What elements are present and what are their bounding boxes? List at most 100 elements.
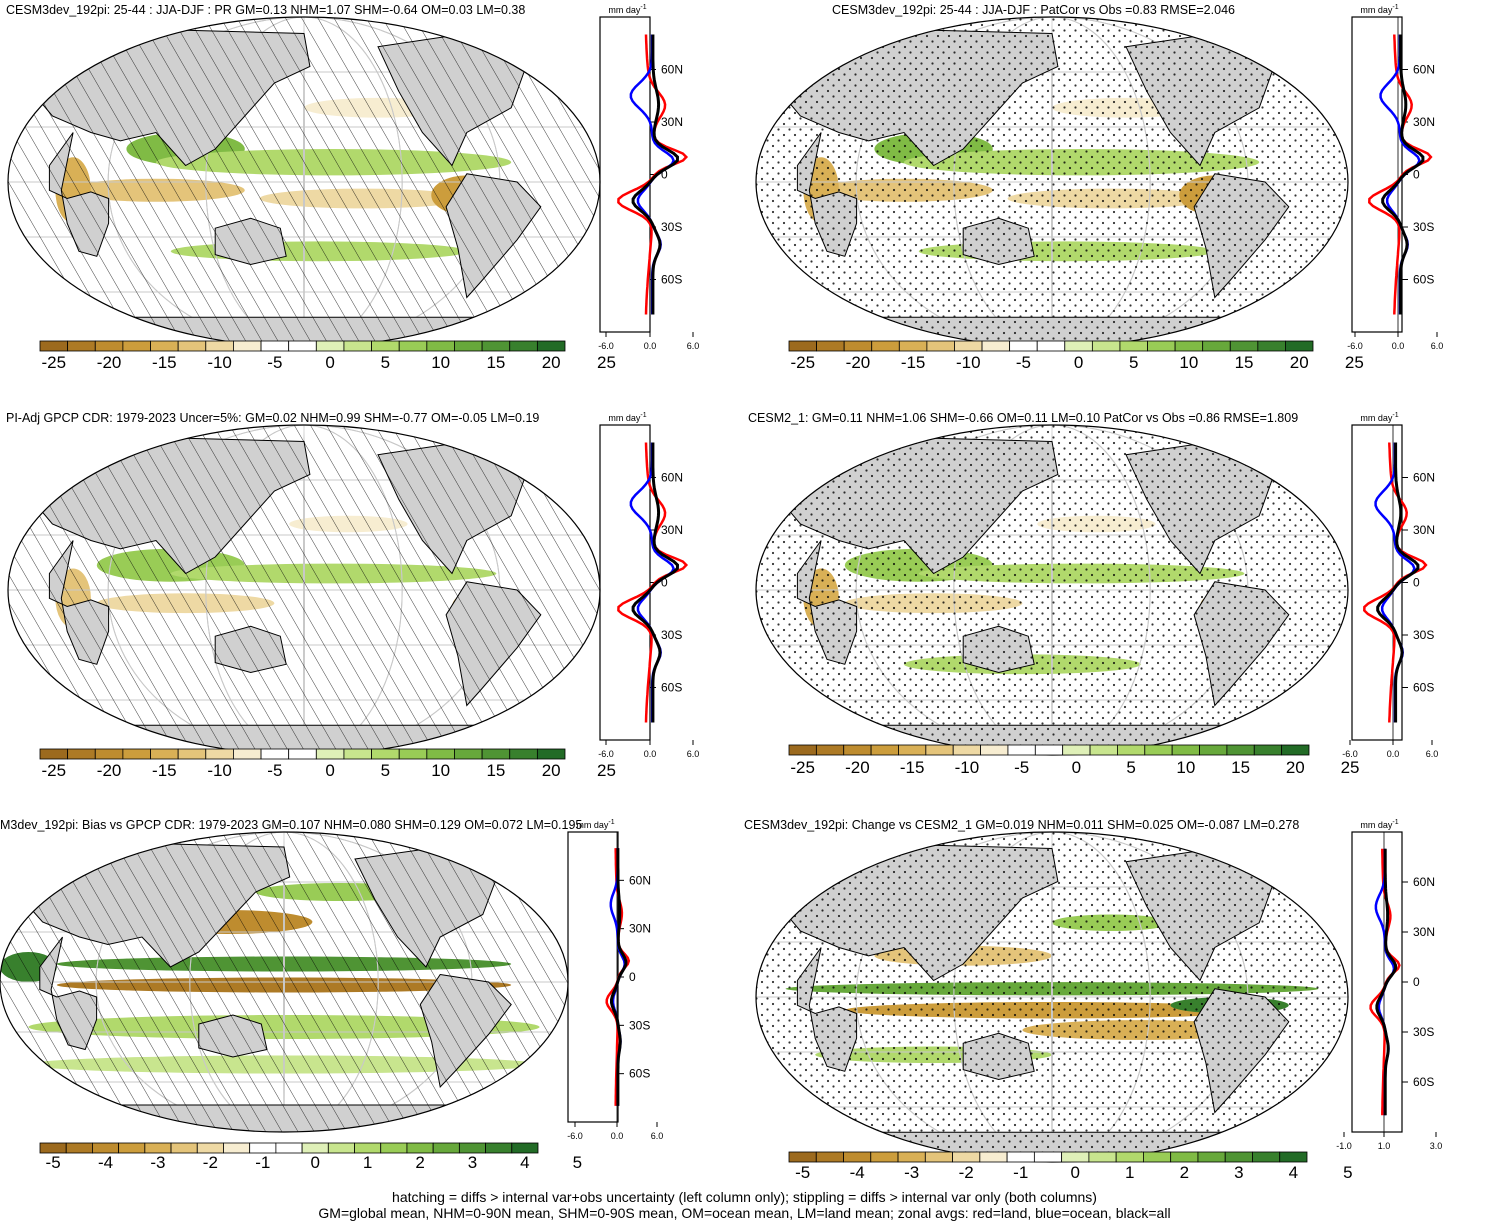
latitude-label: 60N — [1413, 471, 1435, 485]
latitude-label: 30S — [661, 220, 682, 234]
land-mass — [796, 947, 858, 1072]
colorbar-swatch — [398, 340, 428, 352]
panel-title: M3dev_192pi: Bias vs GPCP CDR: 1979-2023… — [0, 818, 583, 832]
land-mass — [96, 724, 512, 755]
zonal-x-tick-label: 0.0 — [644, 749, 657, 759]
colorbar-swatch — [1034, 744, 1064, 756]
colorbar-label: 10 — [1176, 758, 1195, 777]
stipple-overlay — [756, 425, 1348, 755]
colorbar-swatch — [1199, 744, 1228, 756]
colorbar-swatch — [1170, 1151, 1199, 1163]
precip-anomaly-area — [918, 563, 1245, 584]
zonal-unit-label: mm day-1 — [1360, 819, 1398, 830]
colorbar-swatch — [870, 744, 899, 756]
colorbar-swatch — [926, 340, 955, 352]
colorbar-swatch — [979, 1151, 1008, 1163]
land-mass — [1193, 581, 1290, 707]
latitude-label: 30S — [661, 628, 682, 642]
colorbar-swatch — [301, 1142, 329, 1154]
colorbar-swatch — [870, 1151, 899, 1163]
all-zonal-line — [610, 848, 628, 1106]
precip-anomaly-area — [803, 568, 839, 628]
colorbar-swatch — [398, 748, 428, 760]
colorbar-label: -2 — [959, 1163, 974, 1182]
colorbar-swatch — [843, 1151, 872, 1163]
colorbar-label: 20 — [1286, 758, 1305, 777]
land-mass — [85, 1104, 483, 1132]
land-mass — [96, 316, 512, 347]
land-zonal-line — [605, 848, 631, 1106]
land-mass — [445, 173, 542, 299]
zonal-x-tick-label: 0.0 — [1387, 749, 1400, 759]
colorbar-label: 10 — [431, 353, 450, 372]
colorbar-swatch — [426, 748, 455, 760]
footer-line-1: hatching = diffs > internal var+obs unce… — [392, 1189, 1097, 1205]
colorbar-label: -25 — [791, 353, 816, 372]
colorbar-swatch — [1144, 744, 1173, 756]
colorbar-label: -5 — [1016, 353, 1031, 372]
zonal-x-tick-label: 0.0 — [611, 1131, 624, 1141]
land-mass — [1125, 440, 1275, 575]
latitude-label: 60S — [629, 1067, 650, 1081]
zonal-x-tick-label: 6.0 — [687, 341, 700, 351]
ocean-zonal-line — [609, 848, 626, 1106]
zonal-x-tick-label: 6.0 — [687, 749, 700, 759]
colorbar-swatch — [249, 1142, 277, 1154]
latitude-label: 0 — [1413, 975, 1420, 989]
colorbar-label: 3 — [468, 1153, 477, 1172]
footer-line-2: GM=global mean, NHM=0-90N mean, SHM=0-90… — [318, 1205, 1171, 1221]
colorbar-swatch — [315, 748, 345, 760]
zonal-x-tick-label: 6.0 — [1426, 749, 1439, 759]
latitude-label: 60S — [1413, 273, 1434, 287]
latitude-label: 30N — [1413, 523, 1435, 537]
all-zonal-line — [1376, 442, 1420, 723]
zonal-mean-frame — [599, 16, 651, 333]
colorbar-label: 5 — [381, 353, 390, 372]
colorbar-swatch — [39, 748, 69, 760]
all-zonal-line — [631, 34, 680, 315]
colorbar-swatch — [815, 1151, 844, 1163]
all-zonal-line — [1375, 848, 1398, 1116]
colorbar-swatch — [1115, 1151, 1144, 1163]
land-zonal-line — [1369, 848, 1401, 1116]
land-mass — [445, 581, 542, 707]
colorbar-label: -25 — [42, 353, 67, 372]
colorbar-swatch — [1091, 340, 1121, 352]
zonal-unit-label: mm day-1 — [608, 412, 646, 423]
colorbar-swatch — [1252, 1151, 1281, 1163]
zonal-x-tick-label: -1.0 — [1336, 1141, 1352, 1151]
precip-anomaly-area — [156, 149, 512, 176]
colorbar-label: 15 — [486, 761, 505, 780]
colorbar-swatch — [1062, 744, 1091, 756]
land-zonal-line — [617, 34, 689, 315]
colorbar-swatch — [1253, 744, 1283, 756]
colorbar-swatch — [39, 340, 69, 352]
precip-anomaly-area — [1052, 97, 1200, 118]
precip-anomaly-area — [874, 132, 993, 166]
colorbar-label: 4 — [1289, 1163, 1298, 1182]
zonal-x-tick-label: -6.0 — [1342, 749, 1358, 759]
colorbar-swatch — [315, 340, 345, 352]
colorbar-label: 15 — [1235, 353, 1254, 372]
latitude-label: 30N — [661, 523, 683, 537]
colorbar-label: 10 — [431, 761, 450, 780]
panel-title: CESM3dev_192pi: Change vs CESM2_1 GM=0.0… — [744, 818, 1300, 832]
colorbar-swatch — [343, 748, 372, 760]
colorbar-label: -25 — [790, 758, 815, 777]
colorbar-swatch — [1089, 744, 1118, 756]
ocean-zonal-line — [1379, 34, 1421, 315]
colorbar-swatch — [354, 1142, 382, 1154]
colorbar-swatch — [843, 744, 872, 756]
zonal-x-tick-label: -6.0 — [1347, 341, 1363, 351]
colorbar-swatch — [897, 1151, 926, 1163]
colorbar-label: -5 — [46, 1153, 61, 1172]
hatching-overlay — [8, 425, 600, 755]
colorbar-label: 10 — [1179, 353, 1198, 372]
colorbar-swatch — [177, 340, 207, 352]
zonal-mean-frame — [1351, 424, 1403, 741]
latitude-label: 60S — [1413, 681, 1434, 695]
land-mass — [1125, 32, 1275, 167]
colorbar-swatch — [454, 340, 483, 352]
